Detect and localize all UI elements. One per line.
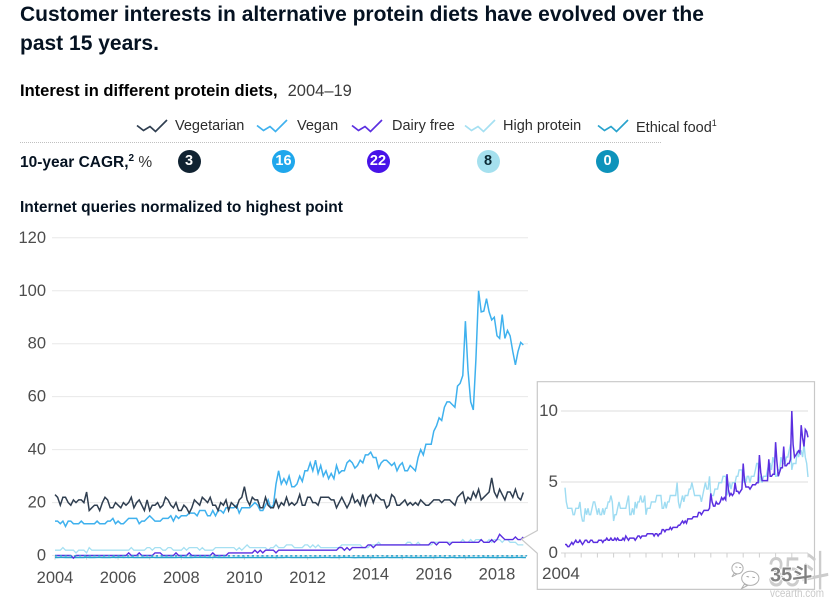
svg-text:2004: 2004 (37, 569, 74, 587)
svg-text:2004: 2004 (542, 564, 580, 583)
svg-text:40: 40 (28, 441, 46, 459)
svg-text:0: 0 (549, 543, 558, 562)
svg-text:10: 10 (539, 401, 558, 420)
svg-text:120: 120 (18, 229, 46, 247)
svg-text:60: 60 (28, 388, 46, 406)
svg-text:20: 20 (28, 494, 46, 512)
svg-text:2014: 2014 (352, 566, 389, 584)
svg-text:35斗: 35斗 (768, 548, 830, 595)
svg-text:2006: 2006 (100, 569, 137, 587)
svg-text:80: 80 (28, 335, 46, 353)
svg-text:2008: 2008 (163, 569, 200, 587)
svg-text:2018: 2018 (479, 566, 516, 584)
svg-text:5: 5 (549, 472, 558, 491)
svg-text:100: 100 (18, 282, 46, 300)
svg-text:2010: 2010 (226, 569, 263, 587)
svg-text:0: 0 (37, 547, 46, 565)
svg-text:vcearth.com: vcearth.com (770, 588, 824, 600)
svg-text:2012: 2012 (289, 569, 326, 587)
svg-text:35斗: 35斗 (770, 564, 812, 587)
svg-text:2016: 2016 (415, 566, 452, 584)
